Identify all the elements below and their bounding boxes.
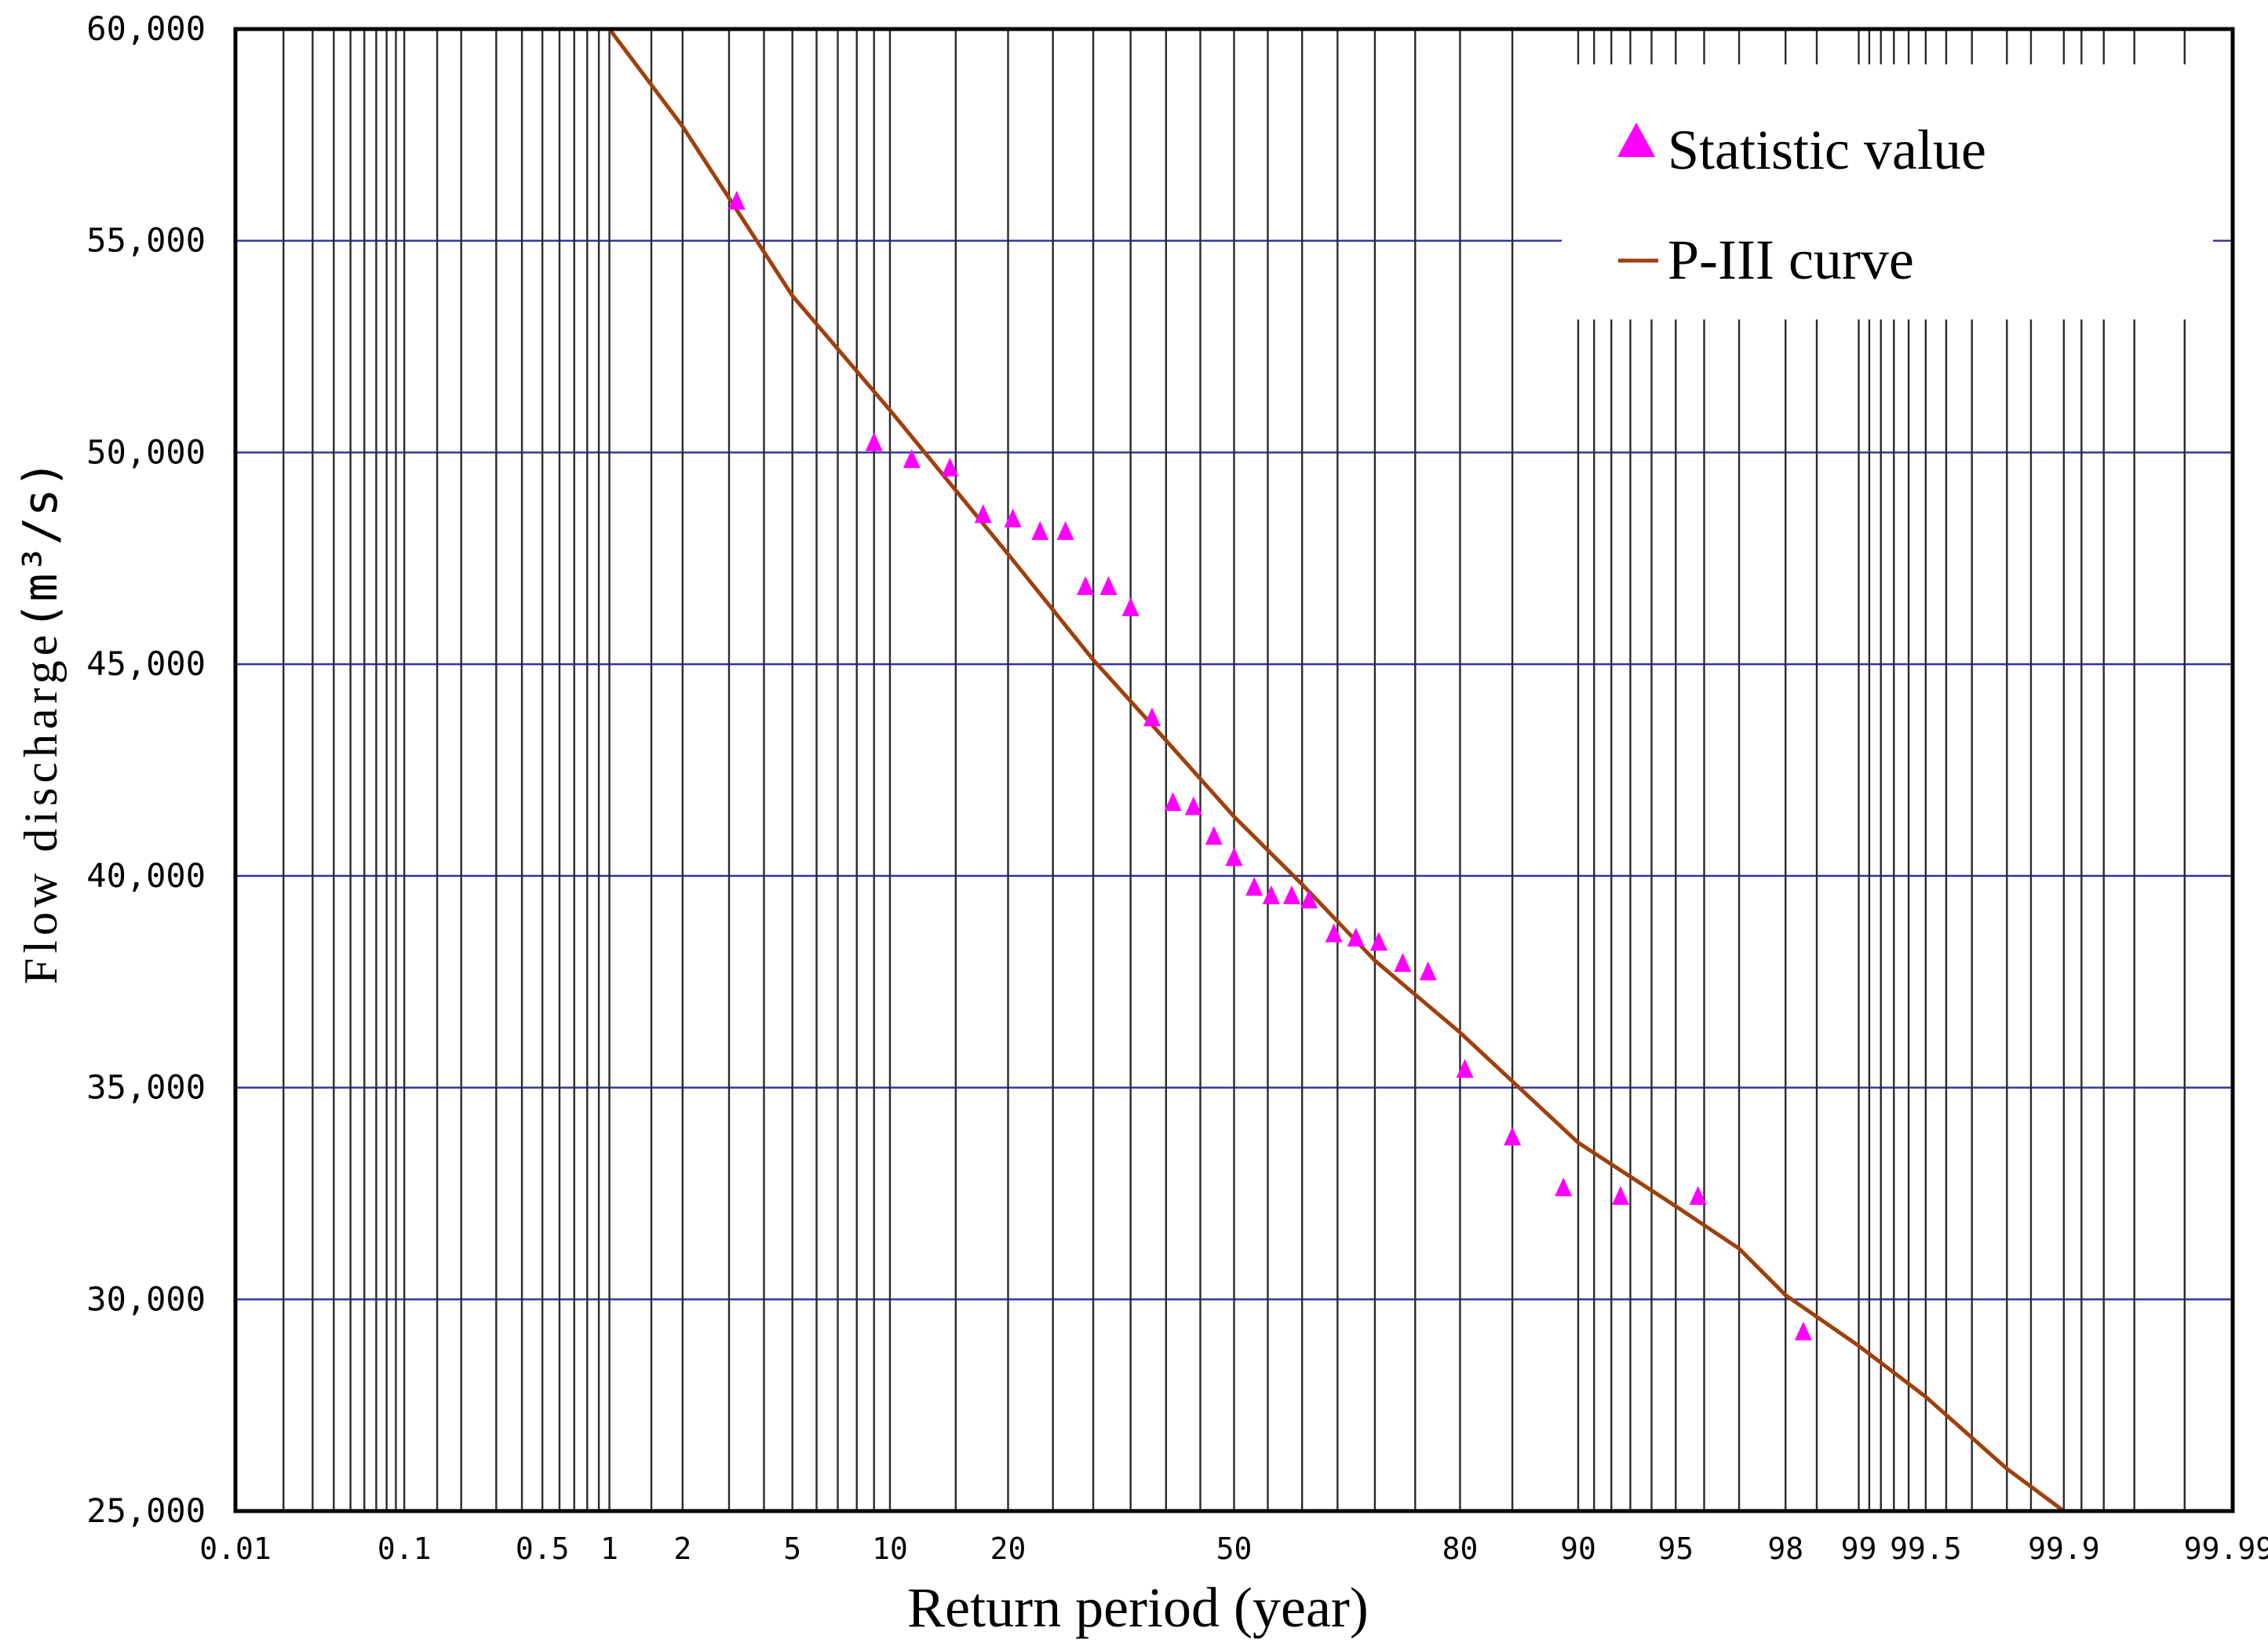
statistic-value-point: [1099, 576, 1118, 596]
x-tick-label: 0.01: [199, 1531, 272, 1566]
statistic-value-point: [1031, 520, 1049, 540]
legend-triangle-marker: [1617, 122, 1655, 157]
statistic-value-point: [1205, 826, 1223, 845]
y-tick-label: 25,000: [86, 1491, 206, 1530]
statistic-value-point: [1004, 508, 1022, 527]
y-axis-title-main: Flow discharge: [15, 630, 67, 984]
statistic-value-point: [1056, 520, 1074, 540]
x-tick-label: 10: [872, 1531, 908, 1566]
statistic-value-point: [902, 449, 921, 469]
y-tick-labels: 25,000 30,000 35,000 40,000 45,000 50,000 55,0…: [86, 9, 206, 1530]
legend: Statistic value P-III curve: [1562, 64, 2213, 319]
x-tick-label: 0.1: [377, 1531, 432, 1566]
x-tick-label: 20: [990, 1531, 1026, 1566]
x-tick-label: 90: [1560, 1531, 1596, 1566]
statistic-value-point: [865, 432, 883, 451]
statistic-value-point: [1612, 1185, 1630, 1205]
x-tick-label: 80: [1442, 1531, 1479, 1566]
legend-label-statistic-value: Statistic value: [1668, 119, 1986, 181]
statistic-value-point: [1143, 707, 1161, 727]
x-tick-label: 1: [600, 1531, 618, 1566]
statistic-value-point: [1555, 1177, 1573, 1197]
statistic-value-point: [1419, 961, 1437, 980]
statistic-value-point: [1121, 597, 1139, 617]
x-axis-title: Return period (year): [907, 1576, 1369, 1639]
statistic-value-point: [1262, 885, 1280, 904]
y-tick-label: 35,000: [86, 1068, 206, 1107]
statistic-value-point: [1794, 1321, 1812, 1341]
x-tick-label: 5: [783, 1531, 801, 1566]
statistic-value-point: [1394, 953, 1412, 973]
legend-label-p3-curve: P-III curve: [1668, 228, 1914, 291]
statistic-value-point: [1347, 927, 1365, 947]
y-tick-label: 30,000: [86, 1279, 206, 1318]
y-tick-label: 50,000: [86, 433, 206, 471]
x-tick-labels: 0.01 0.1 0.5 1 2 5 10 20 50 80 90 95 98 99 99.5 99.9 99.…: [199, 1531, 2268, 1566]
statistic-value-point: [1504, 1126, 1522, 1146]
x-tick-label: 99: [1841, 1531, 1877, 1566]
x-tick-label: 0.5: [516, 1531, 570, 1566]
x-tick-label: 95: [1657, 1531, 1694, 1566]
y-tick-label: 40,000: [86, 856, 206, 895]
statistic-value-point: [1184, 796, 1202, 816]
statistic-value-point: [727, 191, 746, 210]
y-tick-label: 55,000: [86, 221, 206, 260]
p3-curve-line: [607, 27, 2066, 1513]
x-tick-label: 50: [1216, 1531, 1253, 1566]
x-tick-label: 2: [673, 1531, 691, 1566]
plot-frame: [233, 27, 2235, 1513]
statistic-value-point: [1689, 1185, 1707, 1205]
y-axis-title-unit: (m³/s): [13, 460, 68, 630]
y-tick-label: 45,000: [86, 644, 206, 683]
statistic-value-point: [1456, 1058, 1474, 1078]
statistic-value-point: [1369, 932, 1387, 951]
statistic-value-point: [1077, 576, 1095, 596]
y-tick-label: 60,000: [86, 9, 206, 48]
y-axis-title: Flow discharge(m³/s): [13, 460, 68, 984]
statistic-value-point: [1300, 889, 1318, 909]
x-tick-label: 99.9: [2028, 1531, 2100, 1566]
svg-text:Flow discharge(m³/s): Flow discharge(m³/s): [13, 460, 68, 984]
x-tick-label: 98: [1767, 1531, 1803, 1566]
x-tick-label: 99.5: [1890, 1531, 1962, 1566]
p3-curve-series: [607, 27, 2066, 1513]
statistic-value-point: [974, 504, 992, 524]
statistic-value-point: [1225, 847, 1243, 867]
x-tick-label: 99.99: [2184, 1531, 2268, 1566]
legend-background: [1562, 64, 2213, 319]
statistic-value-series: [727, 191, 1812, 1341]
statistic-value-point: [1245, 877, 1263, 896]
statistic-value-point: [1282, 885, 1300, 904]
statistic-value-point: [1164, 792, 1182, 812]
statistic-value-point: [941, 458, 959, 477]
statistic-value-point: [1325, 923, 1343, 943]
